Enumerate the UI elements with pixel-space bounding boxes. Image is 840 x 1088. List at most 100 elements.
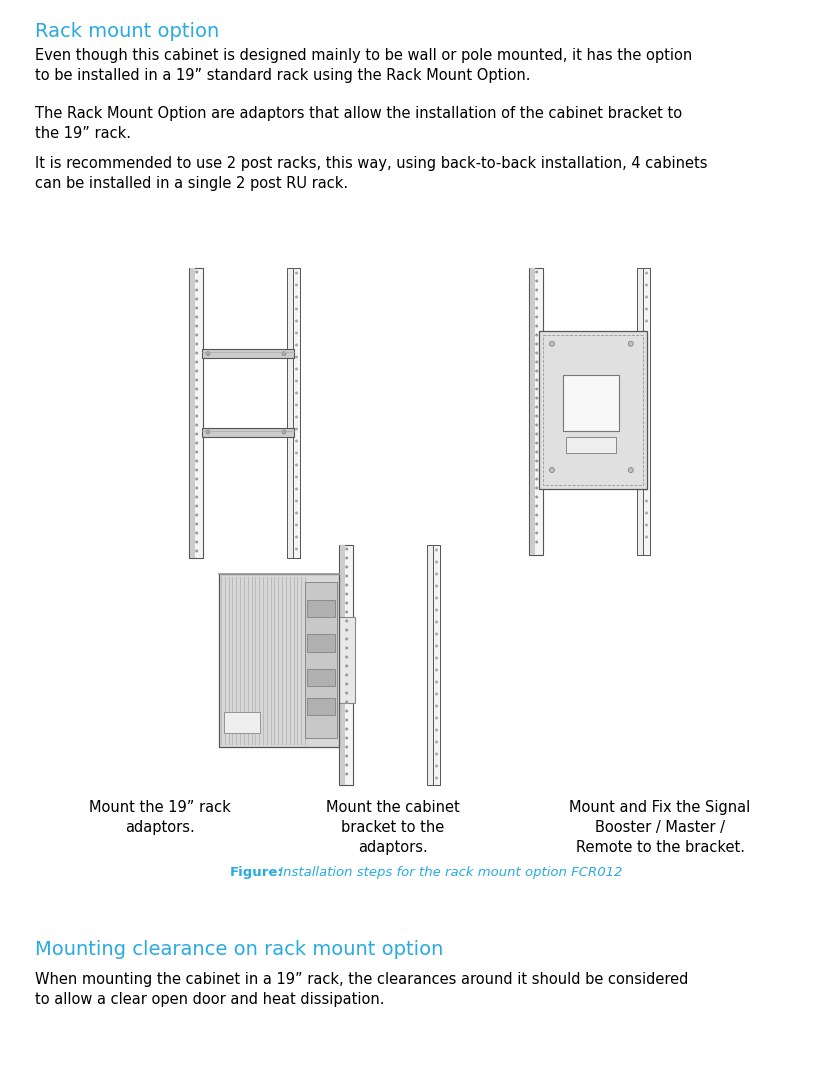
Circle shape xyxy=(536,298,538,300)
Circle shape xyxy=(296,477,297,478)
Circle shape xyxy=(282,430,286,434)
Bar xyxy=(191,268,196,558)
Circle shape xyxy=(296,429,297,430)
Circle shape xyxy=(196,515,197,516)
Circle shape xyxy=(196,551,197,552)
Circle shape xyxy=(296,392,297,394)
Circle shape xyxy=(536,479,538,480)
Circle shape xyxy=(296,465,297,466)
Bar xyxy=(543,335,643,485)
Circle shape xyxy=(196,298,197,300)
Circle shape xyxy=(536,271,538,273)
Circle shape xyxy=(536,361,538,362)
Circle shape xyxy=(536,442,538,444)
Circle shape xyxy=(296,344,297,346)
Circle shape xyxy=(196,380,197,381)
Bar xyxy=(339,545,353,786)
Circle shape xyxy=(296,405,297,406)
Circle shape xyxy=(196,523,197,524)
Circle shape xyxy=(436,657,438,659)
Circle shape xyxy=(549,468,554,472)
Circle shape xyxy=(346,639,348,640)
Circle shape xyxy=(196,406,197,408)
Circle shape xyxy=(628,342,633,346)
Circle shape xyxy=(536,424,538,425)
Circle shape xyxy=(646,417,648,418)
Circle shape xyxy=(196,452,197,453)
Circle shape xyxy=(436,585,438,586)
Circle shape xyxy=(536,515,538,516)
Circle shape xyxy=(196,496,197,498)
Bar xyxy=(340,545,345,786)
Circle shape xyxy=(436,753,438,755)
Text: Mount and Fix the Signal
Booster / Master /
Remote to the bracket.: Mount and Fix the Signal Booster / Maste… xyxy=(570,800,751,854)
Circle shape xyxy=(646,536,648,537)
Bar xyxy=(529,268,543,555)
Circle shape xyxy=(346,647,348,648)
Circle shape xyxy=(196,361,197,362)
Circle shape xyxy=(536,433,538,435)
Circle shape xyxy=(296,368,297,370)
Circle shape xyxy=(346,656,348,658)
Bar xyxy=(539,331,647,489)
Bar xyxy=(638,268,650,555)
Circle shape xyxy=(536,380,538,381)
Circle shape xyxy=(536,388,538,390)
Circle shape xyxy=(196,469,197,471)
Circle shape xyxy=(536,523,538,524)
Circle shape xyxy=(296,308,297,310)
Circle shape xyxy=(436,717,438,719)
Text: Mount the 19” rack
adaptors.: Mount the 19” rack adaptors. xyxy=(89,800,231,834)
Circle shape xyxy=(196,271,197,273)
Circle shape xyxy=(346,620,348,622)
Circle shape xyxy=(436,765,438,767)
Circle shape xyxy=(646,392,648,394)
Circle shape xyxy=(436,741,438,743)
Circle shape xyxy=(436,705,438,707)
Circle shape xyxy=(346,701,348,703)
Bar xyxy=(565,437,616,453)
Circle shape xyxy=(646,512,648,514)
Circle shape xyxy=(346,611,348,613)
Circle shape xyxy=(346,548,348,549)
Circle shape xyxy=(646,465,648,466)
Bar xyxy=(563,375,619,431)
Circle shape xyxy=(536,289,538,290)
Circle shape xyxy=(296,417,297,418)
Circle shape xyxy=(646,489,648,490)
Circle shape xyxy=(536,469,538,471)
Bar xyxy=(339,617,355,704)
Circle shape xyxy=(536,541,538,543)
Circle shape xyxy=(436,561,438,562)
Circle shape xyxy=(628,468,633,472)
Circle shape xyxy=(646,320,648,322)
Circle shape xyxy=(646,284,648,286)
Circle shape xyxy=(196,343,197,345)
Circle shape xyxy=(536,416,538,417)
Circle shape xyxy=(536,370,538,372)
Circle shape xyxy=(646,380,648,382)
Circle shape xyxy=(646,441,648,442)
Text: Mounting clearance on rack mount option: Mounting clearance on rack mount option xyxy=(35,940,444,959)
Circle shape xyxy=(536,317,538,318)
Bar xyxy=(307,698,334,716)
Circle shape xyxy=(196,416,197,417)
Circle shape xyxy=(549,342,554,346)
Circle shape xyxy=(196,325,197,326)
Circle shape xyxy=(296,272,297,274)
Circle shape xyxy=(646,332,648,334)
Text: Installation steps for the rack mount option FCR012: Installation steps for the rack mount op… xyxy=(275,866,622,879)
Circle shape xyxy=(296,296,297,298)
Circle shape xyxy=(646,500,648,502)
Bar xyxy=(219,573,339,746)
Circle shape xyxy=(196,532,197,534)
Circle shape xyxy=(206,351,210,356)
Bar xyxy=(530,268,535,555)
Circle shape xyxy=(296,380,297,382)
Circle shape xyxy=(196,334,197,336)
Text: Mount the cabinet
bracket to the
adaptors.: Mount the cabinet bracket to the adaptor… xyxy=(326,800,459,854)
Circle shape xyxy=(536,343,538,345)
Circle shape xyxy=(196,433,197,435)
Circle shape xyxy=(646,524,648,526)
Circle shape xyxy=(196,479,197,480)
